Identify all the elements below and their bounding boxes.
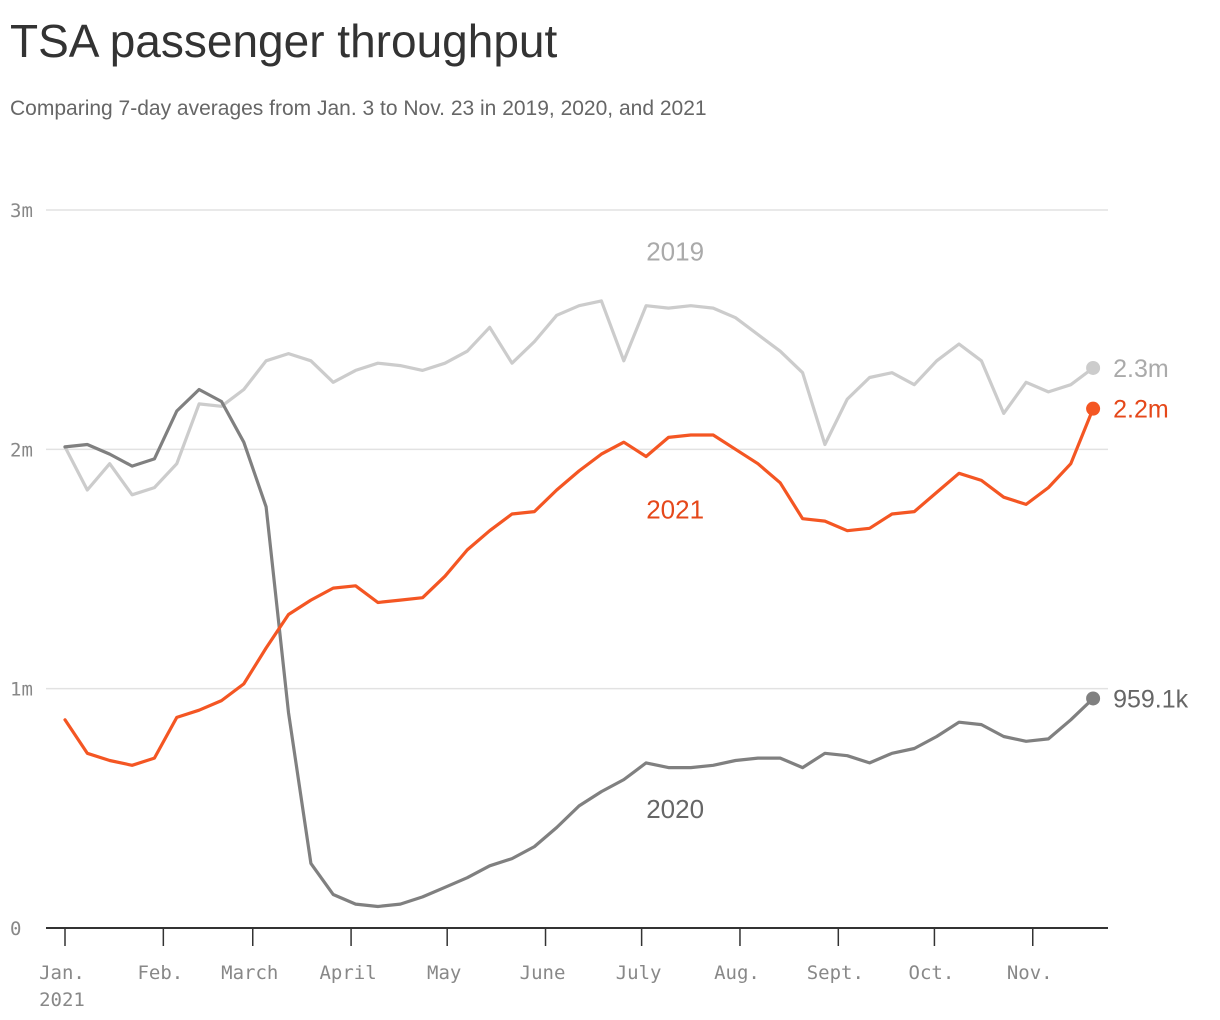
x-tick-label-aug: Aug. (714, 962, 760, 984)
x-tick-label-oct: Oct. (909, 962, 955, 984)
x-tick-label-feb: Feb. (137, 962, 183, 984)
x-tick-label-april: April (319, 962, 376, 984)
series-label-2021: 2021 (646, 495, 704, 525)
end-label-2020: 959.1k (1113, 685, 1189, 713)
end-label-2021: 2.2m (1113, 396, 1169, 424)
series-line-2020 (63, 387, 1095, 909)
series-lines (63, 299, 1095, 909)
chart-subtitle: Comparing 7-day averages from Jan. 3 to … (10, 97, 707, 120)
end-label-2019: 2.3m (1113, 355, 1169, 383)
y-tick-label-3m: 3m (10, 200, 33, 222)
x-tick-label-july: July (616, 962, 662, 984)
x-axis-ticks: Jan. 2021 Feb. March April May June July Aug. Sep… (39, 928, 1053, 1011)
series-line-2019 (63, 299, 1095, 497)
x-tick-sublabel-2021: 2021 (39, 989, 85, 1011)
series-label-2019: 2019 (646, 236, 704, 266)
end-point-2021 (1086, 401, 1101, 416)
y-tick-label-0: 0 (10, 918, 21, 940)
x-tick-label-sept: Sept. (807, 962, 864, 984)
series-label-2020: 2020 (646, 794, 704, 824)
y-tick-label-2m: 2m (10, 439, 33, 461)
end-point-2020 (1086, 691, 1101, 706)
end-point-2019 (1086, 360, 1101, 375)
x-tick-label-march: March (221, 962, 278, 984)
y-tick-label-1m: 1m (10, 679, 33, 701)
x-tick-label-june: June (520, 962, 566, 984)
series-line-2021 (63, 407, 1095, 767)
chart-title: TSA passenger throughput (10, 15, 558, 67)
x-tick-label-nov: Nov. (1007, 962, 1053, 984)
x-tick-label-jan: Jan. (39, 962, 85, 984)
y-axis-ticks: 0 1m 2m 3m (10, 200, 33, 940)
series-labels: 2.3m 2019 959.1k 2020 2.2m 2021 (646, 236, 1188, 824)
x-tick-label-may: May (427, 962, 461, 984)
gridlines (46, 209, 1108, 929)
